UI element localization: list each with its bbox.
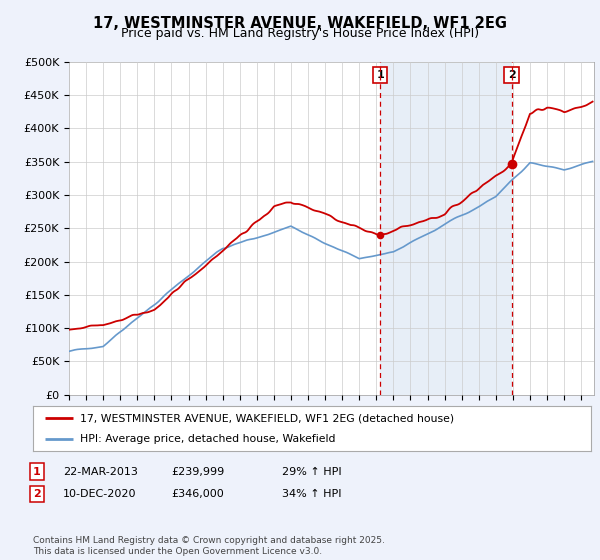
Text: £346,000: £346,000 (171, 489, 224, 499)
Text: 10-DEC-2020: 10-DEC-2020 (63, 489, 137, 499)
Text: £239,999: £239,999 (171, 466, 224, 477)
Text: 1: 1 (33, 466, 41, 477)
Text: 17, WESTMINSTER AVENUE, WAKEFIELD, WF1 2EG (detached house): 17, WESTMINSTER AVENUE, WAKEFIELD, WF1 2… (80, 413, 455, 423)
Text: HPI: Average price, detached house, Wakefield: HPI: Average price, detached house, Wake… (80, 433, 336, 444)
Text: Contains HM Land Registry data © Crown copyright and database right 2025.
This d: Contains HM Land Registry data © Crown c… (33, 536, 385, 556)
Text: 2: 2 (33, 489, 41, 499)
Text: 22-MAR-2013: 22-MAR-2013 (63, 466, 138, 477)
Text: 17, WESTMINSTER AVENUE, WAKEFIELD, WF1 2EG: 17, WESTMINSTER AVENUE, WAKEFIELD, WF1 2… (93, 16, 507, 31)
Text: 1: 1 (376, 70, 384, 80)
Text: 34% ↑ HPI: 34% ↑ HPI (282, 489, 341, 499)
Text: 2: 2 (508, 70, 515, 80)
Text: Price paid vs. HM Land Registry's House Price Index (HPI): Price paid vs. HM Land Registry's House … (121, 27, 479, 40)
Text: 29% ↑ HPI: 29% ↑ HPI (282, 466, 341, 477)
Bar (380, 62, 512, 395)
